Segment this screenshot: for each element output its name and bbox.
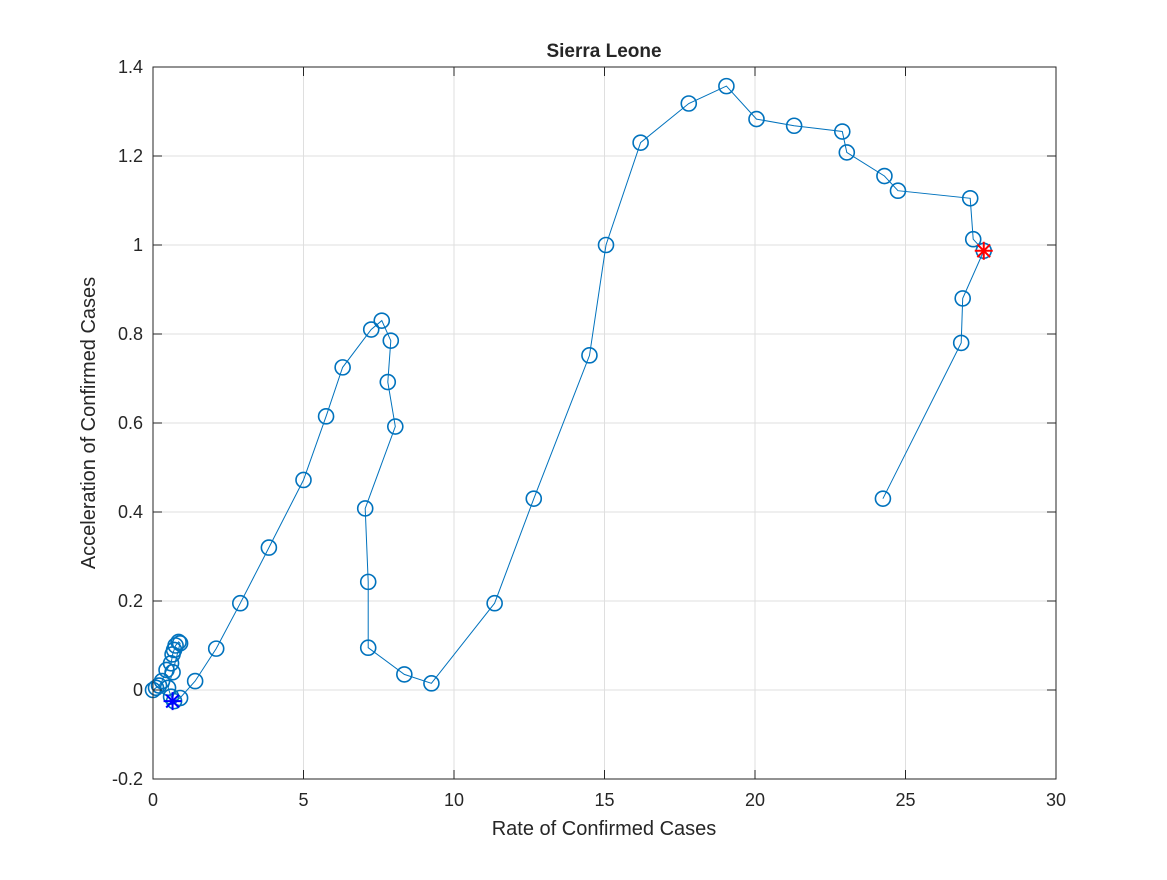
y-axis-label: Acceleration of Confirmed Cases [78,277,100,569]
chart-title: Sierra Leone [546,41,661,62]
y-tick-label: 0.4 [118,502,143,522]
data-point [785,117,803,135]
x-tick-label: 10 [444,790,464,810]
x-tick-label: 5 [298,790,308,810]
data-point [164,663,181,681]
data-point [423,675,440,692]
data-point [171,634,189,652]
data-point [387,418,404,435]
x-tick-label: 20 [745,790,765,810]
x-tick-label: 25 [895,790,915,810]
data-point [952,334,970,352]
y-tick-label: 1.4 [118,57,143,77]
data-point [207,640,225,657]
data-point [356,500,374,517]
data-point [680,95,698,112]
data-point [954,290,971,307]
data-point [964,230,982,248]
data-point [260,539,278,556]
data-point [373,312,391,329]
data-point [874,490,892,507]
y-tick-label: 1 [133,235,143,255]
x-tick-label: 15 [594,790,614,810]
data-point [876,167,893,185]
x-axis-label: Rate of Confirmed Cases [492,818,717,840]
data-point [379,373,397,391]
data-point [186,672,204,690]
data-point [162,654,180,672]
start-marker-stroke [165,694,180,709]
data-point [359,573,377,591]
data-point [486,594,503,612]
y-tick-label: 0 [133,680,143,700]
data-point [597,236,615,254]
y-tick-label: -0.2 [112,769,143,789]
data-point [231,594,249,612]
data-point [525,490,543,507]
data-point [748,110,765,128]
data-point [170,633,187,651]
start-marker [163,692,182,711]
data-point [162,688,180,705]
data-point [334,359,351,376]
data-point [718,77,735,95]
data-point [317,408,335,425]
x-tick-label: 30 [1046,790,1066,810]
data-point [889,182,907,200]
data-point [382,332,400,349]
y-tick-label: 0.6 [118,413,143,433]
x-tick-label: 0 [148,790,158,810]
end-marker-stroke [976,243,991,258]
special-markers [163,241,993,711]
y-tick-label: 0.2 [118,591,143,611]
data-point [581,347,598,364]
y-tick-label: 0.8 [118,324,143,344]
data-point [359,639,377,657]
y-tick-label: 1.2 [118,146,143,166]
data-point [961,189,979,207]
data-point [632,134,649,151]
data-point [833,123,851,140]
data-point [396,666,413,683]
ticks: 0 5 10 15 20 25 30-0.200.20.40.60.811.21.4 [112,57,1066,810]
data-point [838,144,856,161]
data-point [362,321,380,338]
end-marker [974,241,993,260]
data-point [150,677,168,694]
data-point [295,471,312,489]
